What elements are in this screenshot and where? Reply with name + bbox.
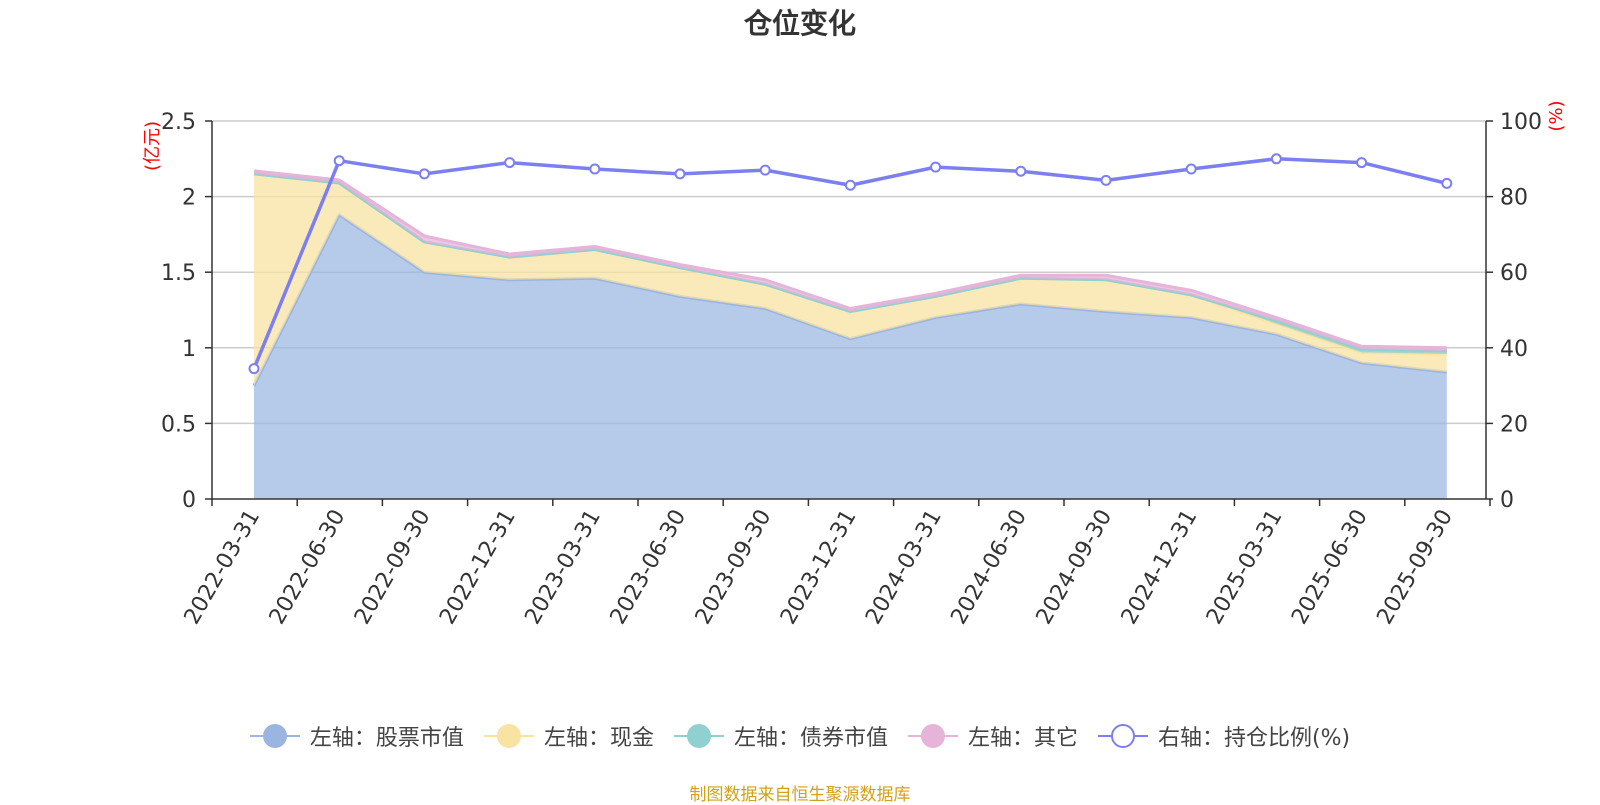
right-axis-tick-label: 100 bbox=[1500, 110, 1542, 135]
legend-label: 左轴：股票市值 bbox=[309, 726, 464, 751]
area-line-other bbox=[253, 169, 1447, 350]
x-axis-tick-label: 2025-06-30 bbox=[1287, 506, 1373, 629]
legend-item-other[interactable]: 左轴：其它 bbox=[907, 720, 1078, 752]
legend-marker-icon bbox=[1097, 724, 1148, 748]
legend-marker-icon bbox=[483, 724, 534, 748]
legend-label: 左轴：债券市值 bbox=[733, 726, 888, 751]
legend-label: 左轴：现金 bbox=[543, 726, 654, 751]
x-axis-tick-label: 2022-09-30 bbox=[350, 506, 436, 629]
left-axis-tick-label: 0.5 bbox=[161, 412, 196, 437]
ratio-point bbox=[844, 179, 856, 191]
legend-item-bond[interactable]: 左轴：债券市值 bbox=[673, 720, 888, 752]
x-axis-tick-label: 2023-06-30 bbox=[606, 506, 692, 629]
chart-title: 仓位变化 bbox=[743, 7, 856, 40]
right-axis-tick-label: 20 bbox=[1500, 412, 1528, 437]
ratio-point bbox=[674, 168, 686, 180]
left-axis-tick-label: 2 bbox=[182, 186, 196, 211]
ratio-point bbox=[1185, 163, 1197, 175]
ratio-point bbox=[418, 168, 430, 180]
ratio-point bbox=[759, 164, 771, 176]
ratio-point bbox=[930, 161, 942, 173]
legend-label: 左轴：其它 bbox=[967, 726, 1078, 751]
area-stock bbox=[254, 214, 1447, 499]
ratio-point bbox=[1441, 177, 1453, 189]
ratio-point bbox=[248, 363, 260, 375]
left-axis-tick-label: 1 bbox=[182, 337, 196, 362]
right-axis-tick-label: 60 bbox=[1500, 261, 1528, 286]
x-axis-tick-label: 2024-12-31 bbox=[1117, 506, 1203, 629]
right-axis-tick-label: 0 bbox=[1500, 488, 1514, 513]
ratio-point bbox=[1015, 165, 1027, 177]
ratio-point bbox=[1100, 174, 1112, 186]
x-axis-tick-label: 2022-12-31 bbox=[435, 506, 521, 629]
legend-item-stock[interactable]: 左轴：股票市值 bbox=[249, 720, 464, 752]
x-axis-tick-label: 2024-06-30 bbox=[946, 506, 1032, 629]
legend-marker-icon bbox=[249, 724, 300, 748]
x-axis-tick-label: 2023-03-31 bbox=[520, 506, 606, 629]
x-axis-tick-label: 2025-09-30 bbox=[1372, 506, 1458, 629]
ratio-point bbox=[1270, 153, 1282, 165]
ratio-point bbox=[333, 155, 345, 167]
ratio-point bbox=[1356, 157, 1368, 169]
x-axis-tick-label: 2023-12-31 bbox=[776, 506, 862, 629]
left-axis-tick-label: 2.5 bbox=[161, 110, 196, 135]
legend-marker-icon bbox=[907, 724, 958, 748]
ratio-point bbox=[504, 157, 516, 169]
right-axis-unit-label: (%) bbox=[1546, 100, 1567, 131]
ratio-point bbox=[589, 163, 601, 175]
x-axis-tick-label: 2022-06-30 bbox=[265, 506, 351, 629]
legend-marker-icon bbox=[673, 724, 724, 748]
left-axis-unit-label: (亿元) bbox=[142, 121, 163, 171]
legend-item-ratio[interactable]: 右轴：持仓比例(%) bbox=[1097, 720, 1351, 752]
x-axis-tick-label: 2024-09-30 bbox=[1032, 506, 1118, 629]
left-axis-tick-label: 1.5 bbox=[161, 261, 196, 286]
left-axis-tick-label: 0 bbox=[182, 488, 196, 513]
legend: 左轴：股票市值 左轴：现金 左轴：债券市值 左轴：其它 右轴：持仓比例(%) bbox=[0, 720, 1600, 752]
x-axis-tick-label: 2023-09-30 bbox=[691, 506, 777, 629]
x-axis-tick-label: 2022-03-31 bbox=[180, 506, 266, 629]
right-axis-tick-label: 40 bbox=[1500, 337, 1528, 362]
legend-item-cash[interactable]: 左轴：现金 bbox=[483, 720, 654, 752]
x-axis-tick-label: 2024-03-31 bbox=[861, 506, 947, 629]
x-axis-tick-label: 2025-03-31 bbox=[1202, 506, 1288, 629]
right-axis-tick-label: 80 bbox=[1500, 186, 1528, 211]
legend-label: 右轴：持仓比例(%) bbox=[1157, 726, 1351, 751]
data-source-note: 制图数据来自恒生聚源数据库 bbox=[689, 785, 911, 805]
